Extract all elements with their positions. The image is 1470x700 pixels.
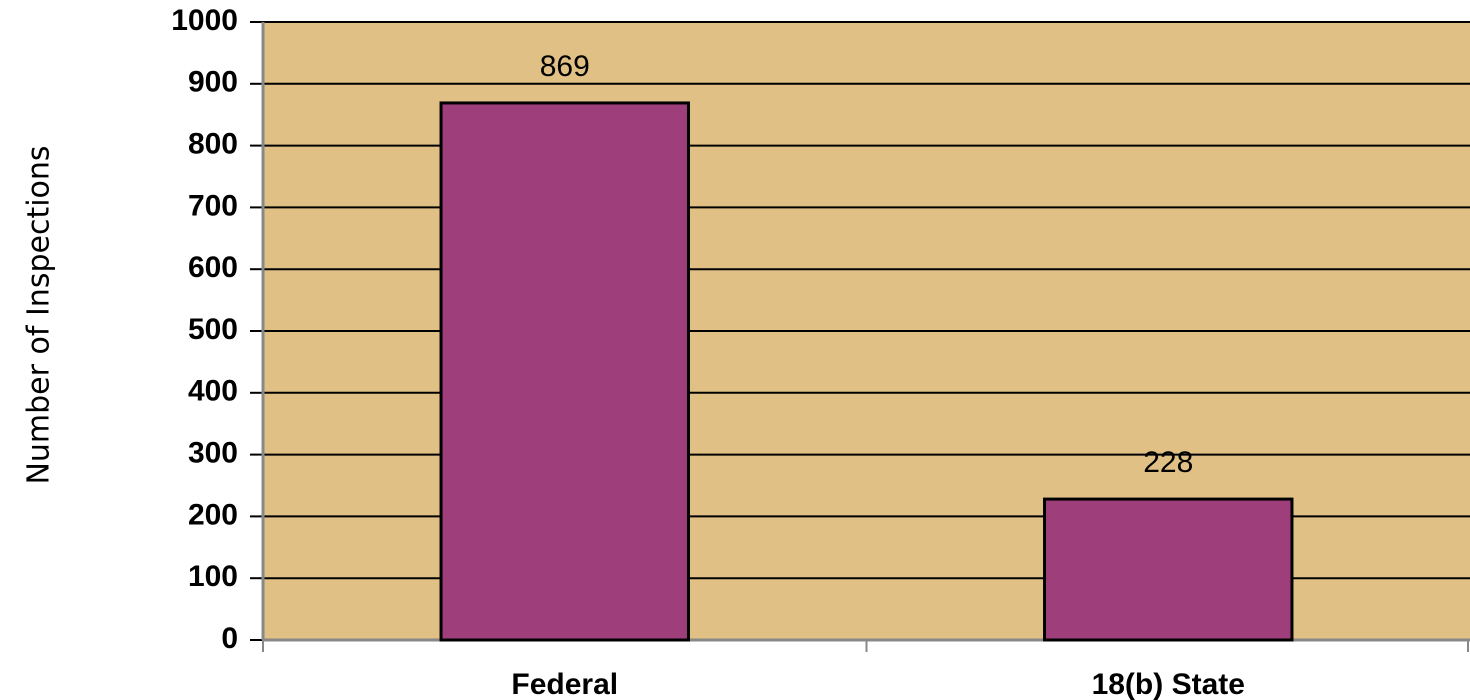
y-tick-label: 100 xyxy=(188,560,238,593)
y-tick-label: 300 xyxy=(188,437,238,470)
bar xyxy=(1043,497,1294,642)
bar xyxy=(439,101,690,642)
y-tick-label: 400 xyxy=(188,375,238,408)
x-tick-label: Federal xyxy=(511,668,618,700)
value-label: 228 xyxy=(1143,446,1193,479)
value-label: 869 xyxy=(540,50,590,83)
x-tick-label: 18(b) State xyxy=(1092,668,1245,700)
y-tick-label: 1000 xyxy=(171,4,238,37)
y-tick-label: 800 xyxy=(188,128,238,161)
y-tick-label: 500 xyxy=(188,313,238,346)
y-tick-label: 700 xyxy=(188,189,238,222)
y-tick-label: 600 xyxy=(188,251,238,284)
y-tick-label: 200 xyxy=(188,498,238,531)
y-axis-label: Number of Inspections xyxy=(22,145,57,484)
y-tick-label: 900 xyxy=(188,66,238,99)
y-tick-label: 0 xyxy=(221,622,238,655)
